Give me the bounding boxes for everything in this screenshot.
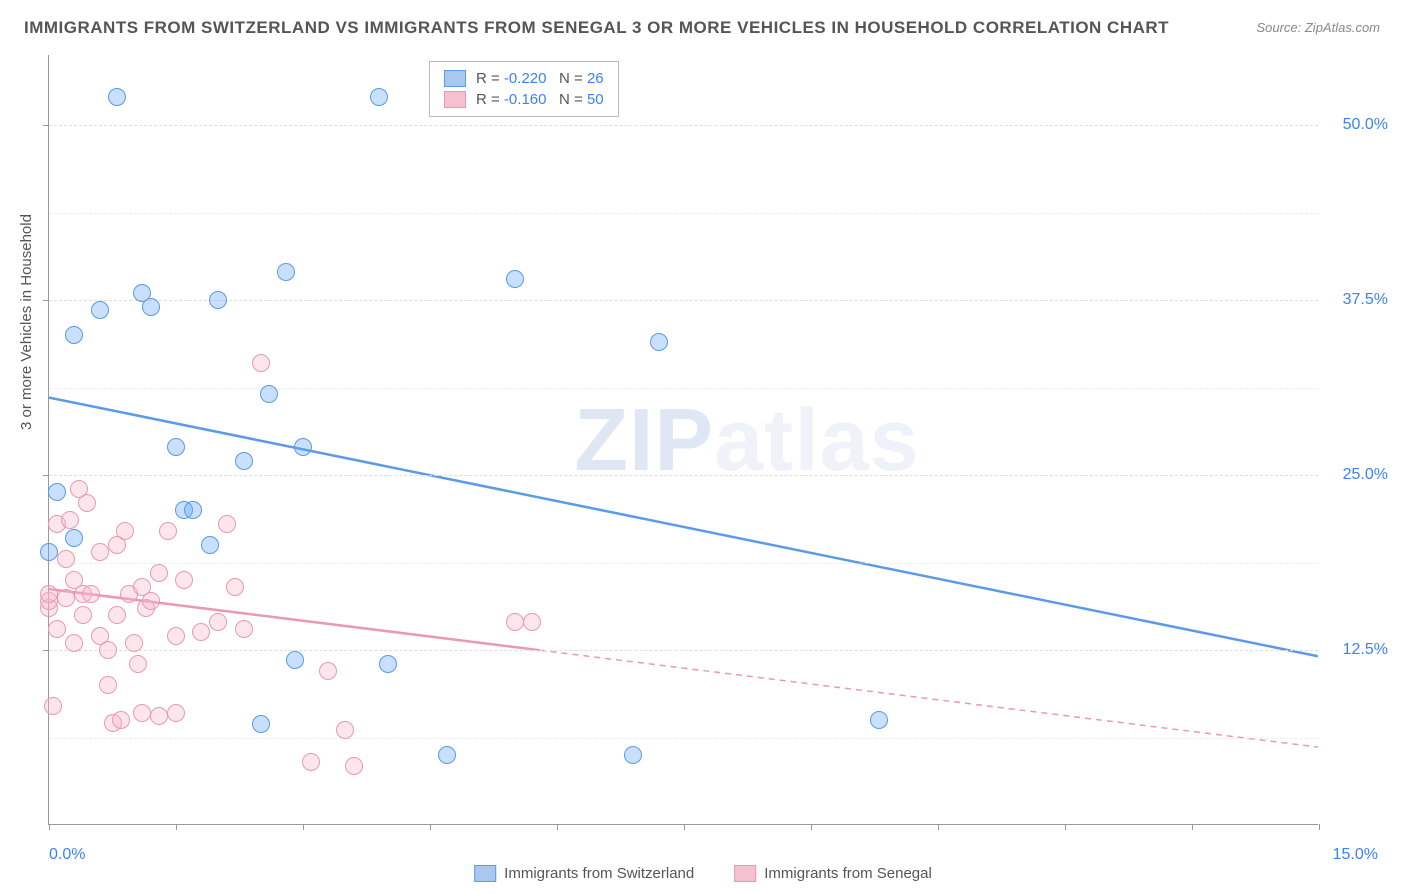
y-axis-title: 3 or more Vehicles in Household xyxy=(18,214,35,430)
scatter-point xyxy=(65,326,83,344)
scatter-point xyxy=(523,613,541,631)
y-tick-label: 12.5% xyxy=(1343,641,1388,659)
x-tick-label: 15.0% xyxy=(1333,846,1378,864)
legend-swatch xyxy=(734,865,756,882)
scatter-point xyxy=(65,529,83,547)
legend-label: Immigrants from Switzerland xyxy=(504,865,694,882)
scatter-point xyxy=(108,88,126,106)
scatter-point xyxy=(99,676,117,694)
watermark-atlas: atlas xyxy=(714,390,920,489)
scatter-point xyxy=(252,715,270,733)
gridline-h xyxy=(49,125,1318,126)
scatter-point xyxy=(650,333,668,351)
gridline-h xyxy=(49,475,1318,476)
scatter-point xyxy=(379,655,397,673)
scatter-point xyxy=(108,606,126,624)
scatter-point xyxy=(82,585,100,603)
gridline-h xyxy=(49,650,1318,651)
scatter-point xyxy=(57,550,75,568)
legend-item: Immigrants from Switzerland xyxy=(474,865,694,882)
scatter-point xyxy=(175,571,193,589)
scatter-point xyxy=(201,536,219,554)
scatter-point xyxy=(167,627,185,645)
gridline-h xyxy=(49,300,1318,301)
scatter-point xyxy=(370,88,388,106)
scatter-point xyxy=(78,494,96,512)
stats-row: R = -0.220 N = 26 xyxy=(444,68,604,89)
y-tick-label: 25.0% xyxy=(1343,466,1388,484)
scatter-point xyxy=(184,501,202,519)
x-tick-label: 0.0% xyxy=(49,846,85,864)
scatter-point xyxy=(48,483,66,501)
y-tick-label: 37.5% xyxy=(1343,291,1388,309)
scatter-point xyxy=(336,721,354,739)
scatter-point xyxy=(506,270,524,288)
scatter-point xyxy=(61,511,79,529)
scatter-point xyxy=(116,522,134,540)
scatter-point xyxy=(302,753,320,771)
scatter-point xyxy=(167,704,185,722)
trend-line-dashed xyxy=(540,650,1318,747)
scatter-point xyxy=(74,606,92,624)
legend-swatch xyxy=(444,70,466,87)
scatter-point xyxy=(209,613,227,631)
scatter-point xyxy=(235,452,253,470)
scatter-point xyxy=(260,385,278,403)
scatter-point xyxy=(235,620,253,638)
scatter-point xyxy=(99,641,117,659)
legend-swatch xyxy=(474,865,496,882)
scatter-point xyxy=(129,655,147,673)
scatter-point xyxy=(345,757,363,775)
scatter-point xyxy=(624,746,642,764)
scatter-point xyxy=(209,291,227,309)
scatter-point xyxy=(159,522,177,540)
scatter-point xyxy=(226,578,244,596)
chart-title: IMMIGRANTS FROM SWITZERLAND VS IMMIGRANT… xyxy=(24,18,1169,38)
scatter-point xyxy=(48,620,66,638)
scatter-point xyxy=(133,704,151,722)
scatter-point xyxy=(167,438,185,456)
scatter-point xyxy=(91,543,109,561)
scatter-point xyxy=(294,438,312,456)
legend-item: Immigrants from Senegal xyxy=(734,865,932,882)
scatter-point xyxy=(91,301,109,319)
scatter-point xyxy=(40,585,58,603)
scatter-point xyxy=(125,634,143,652)
trend-lines-layer xyxy=(49,55,1318,824)
legend-swatch xyxy=(444,91,466,108)
correlation-stats-box: R = -0.220 N = 26 R = -0.160 N = 50 xyxy=(429,61,619,117)
watermark-zip: ZIP xyxy=(574,390,714,489)
source-label: Source: ZipAtlas.com xyxy=(1256,20,1380,35)
scatter-point xyxy=(319,662,337,680)
scatter-point xyxy=(277,263,295,281)
scatter-point xyxy=(142,298,160,316)
legend-label: Immigrants from Senegal xyxy=(764,865,932,882)
scatter-point xyxy=(65,634,83,652)
trend-line-solid xyxy=(49,398,1318,657)
scatter-point xyxy=(112,711,130,729)
scatter-point xyxy=(192,623,210,641)
scatter-point xyxy=(44,697,62,715)
scatter-point xyxy=(438,746,456,764)
scatter-point xyxy=(252,354,270,372)
scatter-point xyxy=(150,564,168,582)
scatter-point xyxy=(57,589,75,607)
y-tick-label: 50.0% xyxy=(1343,116,1388,134)
legend-bottom: Immigrants from Switzerland Immigrants fr… xyxy=(474,865,932,882)
stats-text: R = -0.220 N = 26 xyxy=(476,70,604,87)
scatter-point xyxy=(218,515,236,533)
stats-text: R = -0.160 N = 50 xyxy=(476,91,604,108)
scatter-point xyxy=(142,592,160,610)
scatter-point xyxy=(286,651,304,669)
plot-area: ZIPatlas R = -0.220 N = 26 R = -0.160 N =… xyxy=(48,55,1318,825)
scatter-point xyxy=(150,707,168,725)
scatter-point xyxy=(506,613,524,631)
stats-row: R = -0.160 N = 50 xyxy=(444,89,604,110)
scatter-point xyxy=(870,711,888,729)
scatter-point xyxy=(40,543,58,561)
